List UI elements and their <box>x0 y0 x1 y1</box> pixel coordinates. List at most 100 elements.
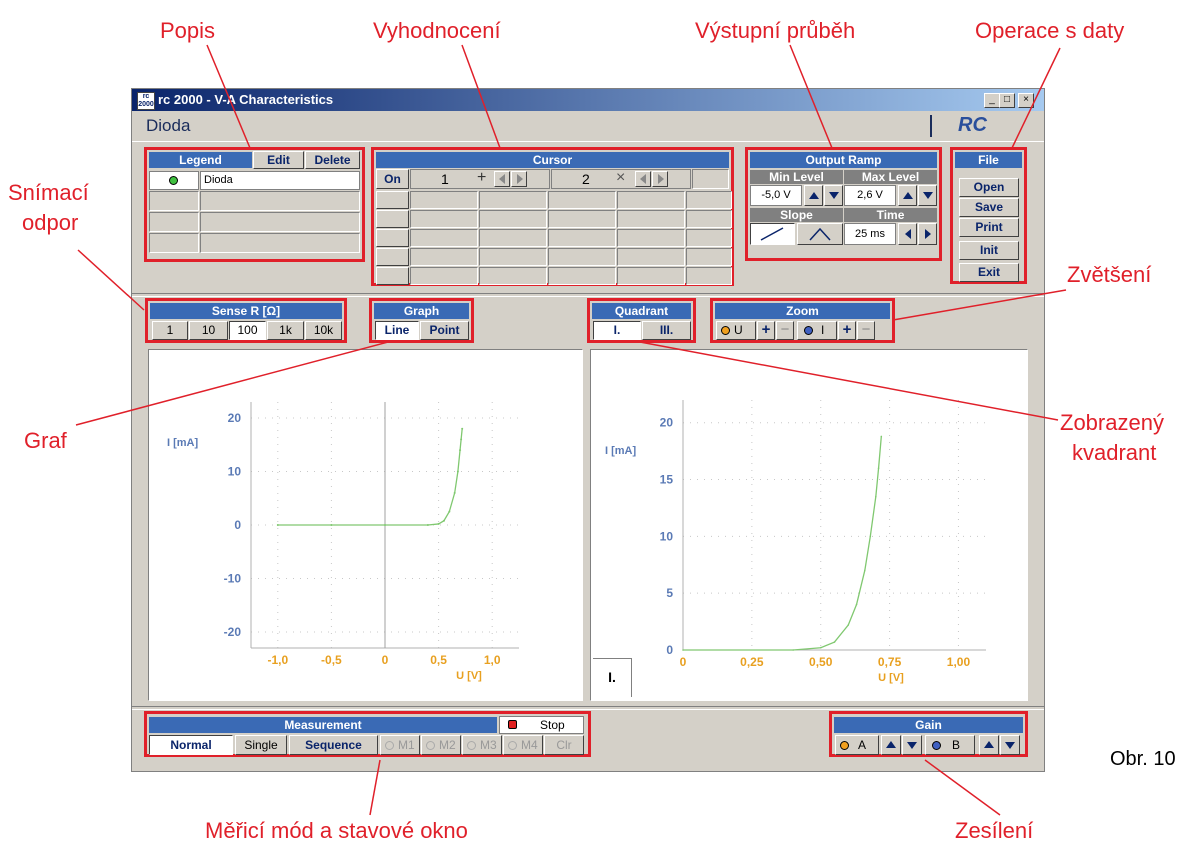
time-right-button[interactable] <box>918 223 937 245</box>
measurement-title: Measurement <box>149 717 497 733</box>
cursor-row-button[interactable] <box>376 229 409 247</box>
cursor-2-left-button[interactable] <box>635 171 651 187</box>
zoom-u-label: U <box>734 323 743 337</box>
cursor-row-button[interactable] <box>376 191 409 209</box>
legend-entry[interactable] <box>200 212 360 232</box>
max-level-value[interactable]: 2,6 V <box>844 185 896 206</box>
legend-entry[interactable] <box>200 233 360 253</box>
cursor-cell <box>410 191 478 209</box>
gain-a-button[interactable]: A <box>835 735 879 755</box>
m1-button[interactable]: M1 <box>380 735 420 755</box>
title-bar[interactable]: rc 2000 rc 2000 - V-A Characteristics _ □… <box>132 89 1044 111</box>
min-level-value[interactable]: -5,0 V <box>750 185 802 206</box>
plot-quadrant[interactable]: 0 0,25 0,50 0,75 1,00 20 15 10 5 0 U [V] I [mA] I. <box>590 349 1028 701</box>
document-title: Dioda <box>146 116 191 135</box>
cursor-1-right-button[interactable] <box>511 171 527 187</box>
m3-button[interactable]: M3 <box>462 735 502 755</box>
quadrant-iii-button[interactable]: III. <box>642 321 691 340</box>
clear-button[interactable]: Clr <box>544 735 584 755</box>
slope-triangle-button[interactable] <box>797 223 843 245</box>
x-tick-label: 1,00 <box>947 655 971 669</box>
single-mode-button[interactable]: Single <box>235 735 287 755</box>
normal-mode-button[interactable]: Normal <box>149 735 233 755</box>
zoom-i-button[interactable]: I <box>797 321 837 340</box>
sense-r-1k-button[interactable]: 1k <box>267 321 304 340</box>
cursor-on-button[interactable]: On <box>376 169 409 189</box>
max-level-down-button[interactable] <box>918 185 937 206</box>
cursor-2-control: 2 × <box>551 169 691 189</box>
gain-b-up-button[interactable] <box>979 735 999 755</box>
graph-point-button[interactable]: Point <box>420 321 469 340</box>
file-title: File <box>955 152 1022 168</box>
min-level-up-button[interactable] <box>804 185 823 206</box>
legend-entry[interactable]: Dioda <box>200 171 360 190</box>
sense-r-10-button[interactable]: 10 <box>189 321 228 340</box>
time-value[interactable]: 25 ms <box>844 223 896 245</box>
legend-marker-cell[interactable] <box>149 171 199 190</box>
zoom-u-plus-button[interactable]: + <box>757 321 775 340</box>
save-button[interactable]: Save <box>959 198 1019 217</box>
gain-b-down-button[interactable] <box>1000 735 1020 755</box>
exit-button[interactable]: Exit <box>959 263 1019 282</box>
zoom-i-plus-button[interactable]: + <box>838 321 856 340</box>
gain-a-down-button[interactable] <box>902 735 922 755</box>
data-point <box>384 524 386 526</box>
zoom-i-minus-button[interactable]: − <box>857 321 875 340</box>
plot-full[interactable]: -1,0 -0,5 0 0,5 1,0 20 10 0 -10 -20 U [V] I [mA] <box>148 349 583 701</box>
x-axis-label: U [V] <box>878 672 904 684</box>
legend-marker-cell[interactable] <box>149 233 199 253</box>
graph-line-button[interactable]: Line <box>375 321 419 340</box>
cursor-2-symbol: × <box>616 169 626 186</box>
data-point <box>869 535 872 538</box>
cursor-cell <box>479 267 547 285</box>
legend-delete-button[interactable]: Delete <box>305 151 360 169</box>
zoom-u-minus-button[interactable]: − <box>776 321 794 340</box>
minimize-button[interactable]: _ <box>984 93 1000 108</box>
cursor-cell <box>410 210 478 228</box>
series-line <box>683 436 882 651</box>
maximize-button[interactable]: □ <box>999 93 1015 108</box>
cursor-cell <box>548 267 616 285</box>
legend-marker-cell[interactable] <box>149 191 199 211</box>
m4-button[interactable]: M4 <box>503 735 543 755</box>
cursor-row-button[interactable] <box>376 248 409 266</box>
gain-title: Gain <box>834 717 1023 733</box>
open-button[interactable]: Open <box>959 178 1019 197</box>
time-left-button[interactable] <box>898 223 917 245</box>
sense-r-1-button[interactable]: 1 <box>152 321 188 340</box>
min-level-down-button[interactable] <box>824 185 843 206</box>
sense-r-100-button[interactable]: 100 <box>229 321 266 340</box>
init-button[interactable]: Init <box>959 241 1019 260</box>
cursor-row-button[interactable] <box>376 267 409 285</box>
ramp-icon <box>760 227 784 241</box>
data-point <box>456 470 459 473</box>
cursor-cell <box>617 229 685 247</box>
legend-edit-button[interactable]: Edit <box>253 151 304 169</box>
print-button[interactable]: Print <box>959 218 1019 237</box>
slope-ramp-button[interactable] <box>750 223 795 245</box>
orange-dot-icon <box>721 326 730 335</box>
m2-button[interactable]: M2 <box>421 735 461 755</box>
x-axis-label: U [V] <box>456 670 482 682</box>
close-button[interactable]: × <box>1018 93 1034 108</box>
zoom-u-button[interactable]: U <box>716 321 756 340</box>
legend-marker-cell[interactable] <box>149 212 199 232</box>
gain-a-up-button[interactable] <box>881 735 901 755</box>
cursor-cell <box>617 191 685 209</box>
max-level-up-button[interactable] <box>898 185 917 206</box>
x-tick-label: -1,0 <box>267 653 288 667</box>
cursor-row-button[interactable] <box>376 210 409 228</box>
legend-entry[interactable] <box>200 191 360 211</box>
cursor-2-right-button[interactable] <box>652 171 668 187</box>
sense-r-10k-button[interactable]: 10k <box>305 321 342 340</box>
quadrant-i-button[interactable]: I. <box>593 321 641 340</box>
x-tick-label: 0 <box>680 655 687 669</box>
cursor-1-left-button[interactable] <box>494 171 510 187</box>
gain-b-button[interactable]: B <box>925 735 975 755</box>
x-tick-label: 0 <box>382 653 389 667</box>
sequence-mode-button[interactable]: Sequence <box>289 735 378 755</box>
m4-label: M4 <box>521 738 538 752</box>
y-tick-label: 10 <box>228 465 242 479</box>
status-text: Stop <box>540 718 565 732</box>
y-axis-label: I [mA] <box>167 437 199 449</box>
